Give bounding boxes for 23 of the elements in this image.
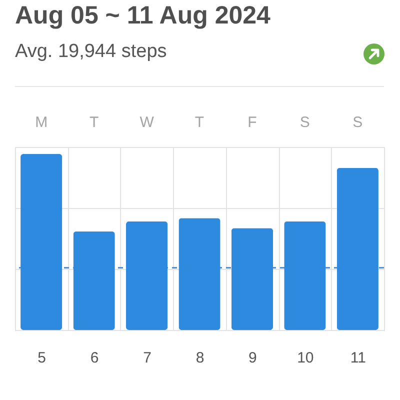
bar [126, 221, 168, 330]
text: T [194, 114, 204, 131]
x-tick-label: 6 [90, 350, 99, 366]
bar [20, 154, 62, 330]
bar [178, 218, 220, 330]
x-tick-label: 11 [350, 350, 366, 366]
text: T [89, 114, 99, 131]
chart-title: Aug 05 ~ 11 Aug 2024 [15, 2, 271, 30]
x-tick-label: 10 [297, 350, 314, 366]
x-tick-label: 9 [248, 350, 257, 366]
bar [284, 221, 326, 330]
text: S [300, 114, 310, 131]
bar [231, 228, 274, 330]
text: M [35, 114, 48, 131]
text: S [352, 114, 363, 131]
x-tick-label: 8 [196, 350, 204, 366]
chart-subtitle: Avg. 19,944 steps [15, 41, 167, 62]
bar [336, 168, 378, 330]
text: W [140, 114, 155, 131]
x-tick-label: 5 [38, 350, 46, 366]
bar [73, 231, 115, 330]
text: F [248, 114, 257, 131]
x-tick-label: 7 [143, 350, 152, 366]
